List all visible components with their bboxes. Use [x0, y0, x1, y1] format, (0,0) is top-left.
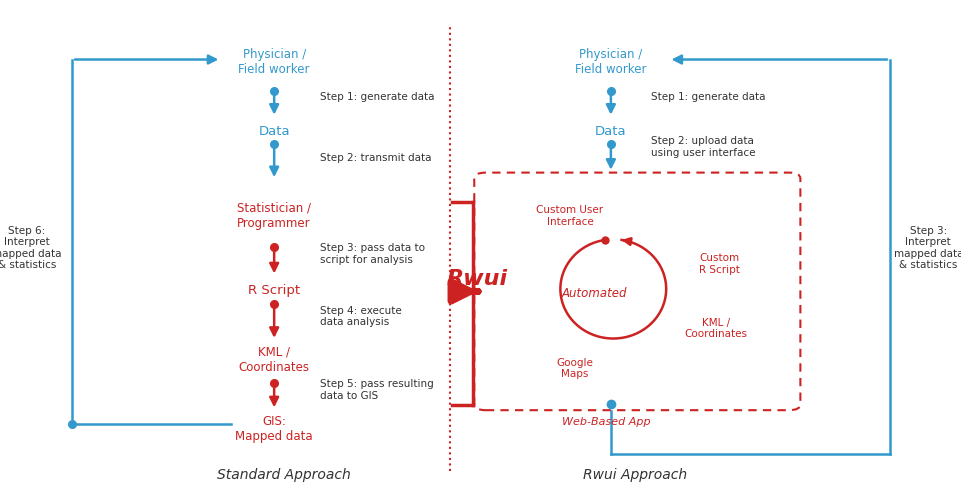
Text: Statistician /
Programmer: Statistician / Programmer: [237, 202, 310, 230]
Text: Step 1: generate data: Step 1: generate data: [651, 92, 765, 102]
Text: Step 4: execute
data analysis: Step 4: execute data analysis: [320, 306, 402, 327]
Text: Data: Data: [259, 125, 289, 138]
Text: Physician /
Field worker: Physician / Field worker: [238, 48, 309, 76]
Text: Automated: Automated: [560, 287, 627, 301]
Text: R Script: R Script: [248, 284, 300, 297]
Text: Web-Based App: Web-Based App: [561, 417, 650, 427]
Text: Rwui Approach: Rwui Approach: [582, 468, 686, 482]
Text: Step 3:
Interpret
mapped data
& statistics: Step 3: Interpret mapped data & statisti…: [893, 226, 961, 270]
Text: Rwui: Rwui: [447, 269, 507, 289]
Text: Step 3: pass data to
script for analysis: Step 3: pass data to script for analysis: [320, 243, 425, 265]
Text: Standard Approach: Standard Approach: [216, 468, 351, 482]
Text: GIS:
Mapped data: GIS: Mapped data: [235, 415, 312, 443]
Text: Custom User
Interface: Custom User Interface: [536, 205, 603, 227]
Text: Step 2: upload data
using user interface: Step 2: upload data using user interface: [651, 136, 755, 158]
Text: KML /
Coordinates: KML / Coordinates: [684, 318, 747, 339]
Text: Step 5: pass resulting
data to GIS: Step 5: pass resulting data to GIS: [320, 379, 433, 401]
Text: Custom
R Script: Custom R Script: [698, 253, 739, 275]
Text: Step 2: transmit data: Step 2: transmit data: [320, 153, 431, 163]
Text: Physician /
Field worker: Physician / Field worker: [575, 48, 646, 76]
Text: Data: Data: [595, 125, 626, 138]
Text: Step 6:
Interpret
mapped data
& statistics: Step 6: Interpret mapped data & statisti…: [0, 226, 62, 270]
Text: Google
Maps: Google Maps: [555, 358, 593, 379]
Text: Step 1: generate data: Step 1: generate data: [320, 92, 434, 102]
FancyBboxPatch shape: [474, 173, 800, 410]
Text: KML /
Coordinates: KML / Coordinates: [238, 346, 309, 373]
